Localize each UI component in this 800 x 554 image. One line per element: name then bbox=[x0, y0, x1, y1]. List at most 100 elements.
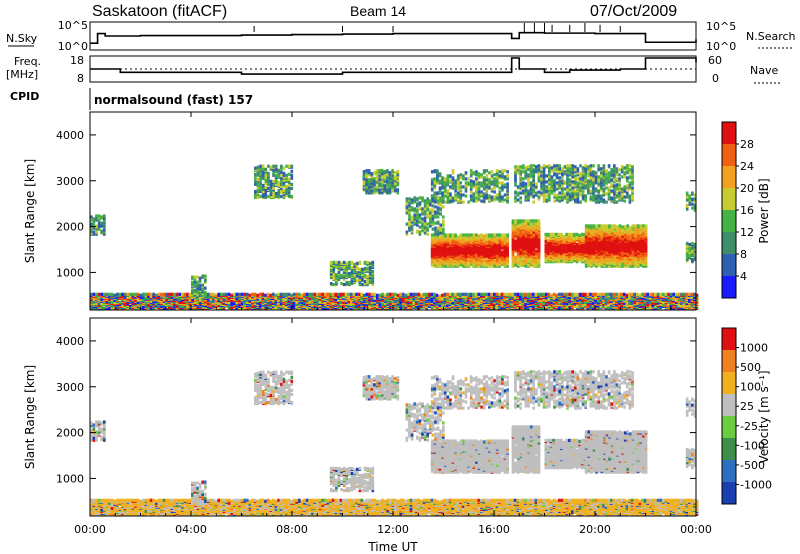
cpid-label: CPID bbox=[10, 90, 39, 103]
power-cell bbox=[534, 292, 538, 296]
power-cell bbox=[456, 182, 460, 186]
noise-left-tick-top: 10^5 bbox=[58, 19, 88, 32]
power-cell bbox=[495, 182, 499, 186]
power-cell bbox=[503, 295, 506, 299]
power-cell bbox=[282, 178, 286, 182]
power-cell bbox=[399, 305, 402, 309]
power-cell bbox=[480, 292, 483, 296]
power-cell bbox=[373, 189, 376, 193]
power-cell bbox=[456, 176, 460, 180]
power-cell bbox=[438, 299, 441, 303]
power-cell bbox=[370, 292, 374, 296]
power-cell bbox=[378, 175, 381, 179]
power-cell bbox=[563, 292, 566, 296]
power-cell bbox=[467, 256, 470, 260]
power-cell bbox=[438, 259, 442, 263]
power-cell bbox=[521, 292, 525, 296]
power-cell bbox=[576, 298, 579, 302]
power-cell bbox=[313, 296, 317, 300]
noise-left-tick-bottom: 10^0 bbox=[58, 40, 88, 53]
power-cell bbox=[121, 301, 124, 305]
power-cell bbox=[373, 187, 376, 191]
power-cell bbox=[100, 215, 103, 219]
power-cell bbox=[446, 189, 450, 193]
power-cell bbox=[350, 260, 354, 264]
power-cell bbox=[469, 292, 473, 296]
power-cell bbox=[230, 305, 233, 309]
power-cell bbox=[259, 164, 262, 168]
power-cell bbox=[415, 296, 418, 300]
power-cell bbox=[355, 292, 358, 296]
power-cell bbox=[628, 303, 631, 307]
power-cell bbox=[269, 194, 273, 199]
power-cell bbox=[357, 300, 361, 304]
power-cell bbox=[272, 168, 275, 172]
power-cell bbox=[366, 274, 369, 279]
power-cell bbox=[436, 171, 439, 175]
power-cell bbox=[371, 273, 375, 278]
power-cell bbox=[105, 306, 109, 310]
power-cell bbox=[326, 292, 330, 296]
power-cell bbox=[532, 292, 535, 296]
power-cell bbox=[264, 189, 268, 193]
power-cell bbox=[261, 194, 265, 199]
power-cell bbox=[451, 185, 455, 189]
power-cell bbox=[586, 292, 590, 296]
power-cell bbox=[485, 257, 489, 261]
power-cell bbox=[477, 174, 481, 178]
power-cell bbox=[480, 254, 483, 258]
power-cell bbox=[178, 304, 181, 308]
power-cell bbox=[578, 300, 582, 304]
power-cell bbox=[350, 292, 353, 296]
power-cell bbox=[454, 300, 457, 304]
power-cell bbox=[451, 169, 455, 173]
power-cell bbox=[477, 172, 481, 176]
power-cell bbox=[350, 306, 353, 310]
power-cell bbox=[656, 292, 660, 296]
power-cell bbox=[456, 300, 460, 304]
power-cell bbox=[311, 292, 314, 296]
power-cell bbox=[366, 269, 369, 274]
power-cell bbox=[462, 200, 465, 204]
power-cell bbox=[230, 302, 233, 306]
power-cell bbox=[482, 169, 486, 173]
power-cell bbox=[370, 172, 374, 176]
power-cell bbox=[267, 173, 270, 177]
power-cell bbox=[656, 299, 660, 303]
power-cell bbox=[503, 169, 507, 173]
power-cell bbox=[100, 221, 103, 225]
power-cell bbox=[501, 259, 504, 263]
power-cell bbox=[503, 244, 507, 248]
power-cell bbox=[506, 185, 509, 189]
power-cell bbox=[368, 267, 372, 271]
power-cell bbox=[695, 296, 699, 300]
power-cell bbox=[386, 292, 389, 296]
power-cell bbox=[472, 292, 475, 296]
power-cell bbox=[367, 181, 371, 185]
power-cell bbox=[654, 301, 657, 305]
power-cell bbox=[123, 292, 127, 296]
power-cell bbox=[285, 164, 288, 168]
power-cell bbox=[97, 222, 101, 226]
power-cell bbox=[261, 173, 265, 177]
power-cell bbox=[503, 233, 507, 237]
power-cell bbox=[482, 192, 486, 196]
power-cell bbox=[375, 169, 379, 173]
power-cell bbox=[433, 259, 437, 263]
power-cell bbox=[591, 306, 595, 310]
power-cell bbox=[581, 292, 584, 296]
power-cell bbox=[92, 299, 96, 303]
power-cell bbox=[404, 293, 408, 297]
power-cell bbox=[277, 180, 281, 184]
power-cell bbox=[399, 303, 402, 307]
power-cell bbox=[552, 292, 556, 296]
power-cell bbox=[501, 199, 504, 203]
power-cell bbox=[633, 299, 636, 303]
power-cell bbox=[274, 293, 278, 297]
power-cell bbox=[355, 270, 359, 275]
power-cell bbox=[607, 302, 610, 306]
power-cell bbox=[519, 292, 522, 296]
power-cell bbox=[459, 256, 463, 260]
power-cell bbox=[261, 298, 265, 302]
power-cell bbox=[358, 272, 362, 277]
